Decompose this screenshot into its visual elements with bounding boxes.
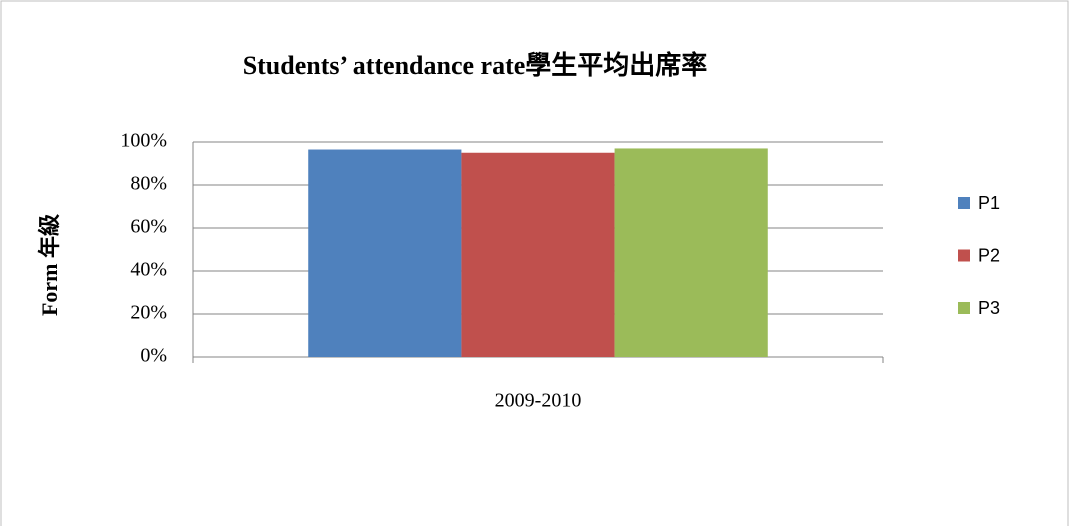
- bar: [614, 148, 768, 357]
- y-tick-label: 20%: [130, 302, 167, 324]
- legend-label: P1: [978, 193, 1000, 213]
- y-tick-label: 100%: [120, 130, 167, 152]
- legend-label: P3: [978, 298, 1000, 318]
- bar: [308, 149, 462, 357]
- legend-swatch: [958, 197, 970, 209]
- legend-swatch: [958, 249, 970, 262]
- legend-swatch: [958, 302, 970, 314]
- y-tick-label: 60%: [130, 216, 167, 238]
- x-tick-label: 2009-2010: [495, 390, 582, 412]
- y-tick-label: 80%: [130, 173, 167, 195]
- y-tick-label: 40%: [130, 259, 167, 281]
- y-tick-label: 0%: [140, 345, 167, 367]
- y-axis-label: Form 年級: [37, 214, 62, 316]
- legend-label: P2: [978, 245, 1000, 265]
- bar: [461, 152, 615, 357]
- chart-title: Students’ attendance rate學生平均出席率: [243, 50, 708, 80]
